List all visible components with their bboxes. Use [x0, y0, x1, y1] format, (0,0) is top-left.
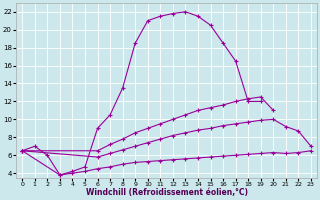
X-axis label: Windchill (Refroidissement éolien,°C): Windchill (Refroidissement éolien,°C) [85, 188, 248, 197]
